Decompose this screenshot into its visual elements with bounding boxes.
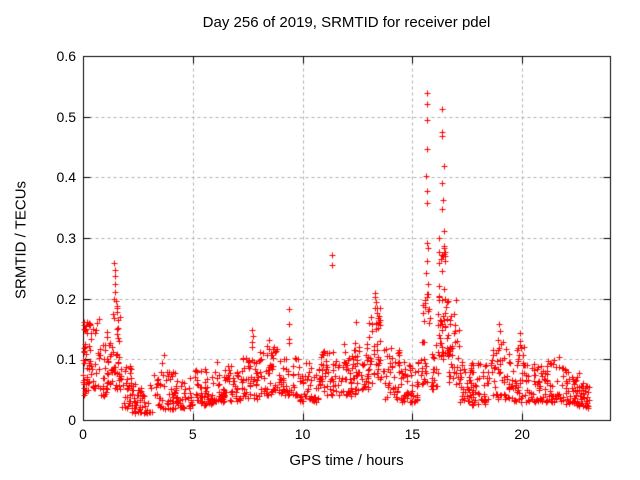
y-tick-label-3: 0.3 xyxy=(56,230,76,246)
x-tick-label-4: 20 xyxy=(514,426,530,442)
y-tick-label-5: 0.5 xyxy=(56,108,76,125)
x-axis-label: GPS time / hours xyxy=(289,452,404,469)
y-tick-label-2: 0.2 xyxy=(56,290,76,307)
x-tick-label-3: 15 xyxy=(404,426,421,442)
y-tick-label-4: 0.4 xyxy=(56,169,76,186)
x-tick-label-2: 10 xyxy=(294,426,311,442)
y-tick-label-1: 0.1 xyxy=(56,351,76,368)
y-tick-label-6: 0.6 xyxy=(56,48,76,64)
chart-title: Day 256 of 2019, SRMTID for receiver pde… xyxy=(202,14,491,31)
y-tick-label-0: 0 xyxy=(68,412,76,428)
x-tick-label-0: 0 xyxy=(79,426,87,442)
x-tick-label-1: 5 xyxy=(188,426,197,442)
